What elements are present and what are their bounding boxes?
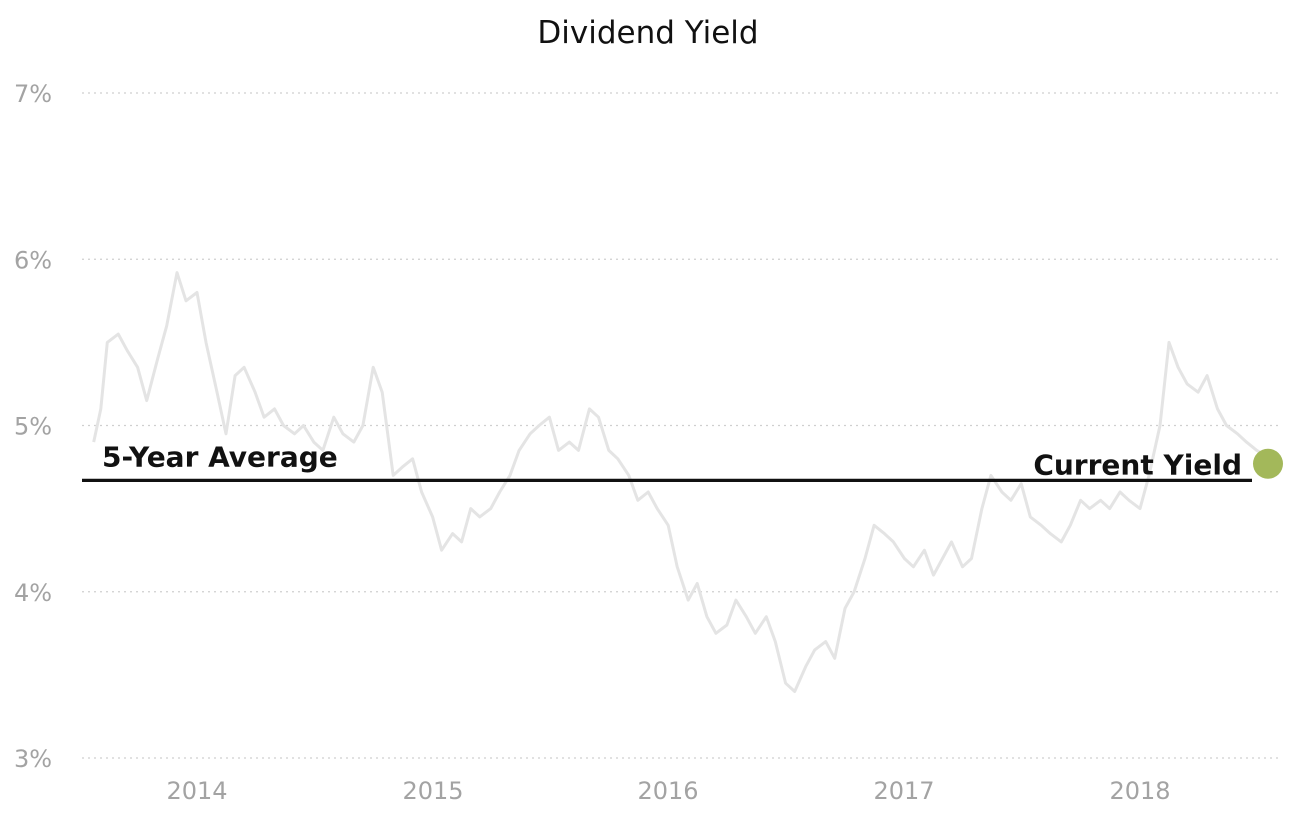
current-yield-label: Current Yield xyxy=(1033,449,1242,482)
chart-title: Dividend Yield xyxy=(537,15,758,51)
x-tick-label: 2018 xyxy=(1109,777,1170,805)
y-tick-label: 5% xyxy=(14,413,52,441)
gridlines xyxy=(82,92,1280,759)
x-tick-label: 2015 xyxy=(402,777,463,805)
x-tick-label: 2017 xyxy=(873,777,934,805)
five-year-average-label: 5-Year Average xyxy=(102,440,338,473)
x-axis-ticks: 2014 2015 2016 2017 2018 xyxy=(166,777,1170,805)
y-axis-ticks: 3% 4% 5% 6% 7% xyxy=(14,80,52,773)
y-tick-label: 6% xyxy=(14,246,52,274)
x-tick-label: 2016 xyxy=(637,777,698,805)
dividend-yield-series-line xyxy=(92,271,1278,693)
series-layer xyxy=(92,271,1278,693)
x-tick-label: 2014 xyxy=(166,777,227,805)
current-yield-marker xyxy=(1253,448,1283,479)
y-tick-label: 4% xyxy=(14,579,52,607)
y-tick-label: 3% xyxy=(14,745,52,773)
y-tick-label: 7% xyxy=(14,80,52,108)
